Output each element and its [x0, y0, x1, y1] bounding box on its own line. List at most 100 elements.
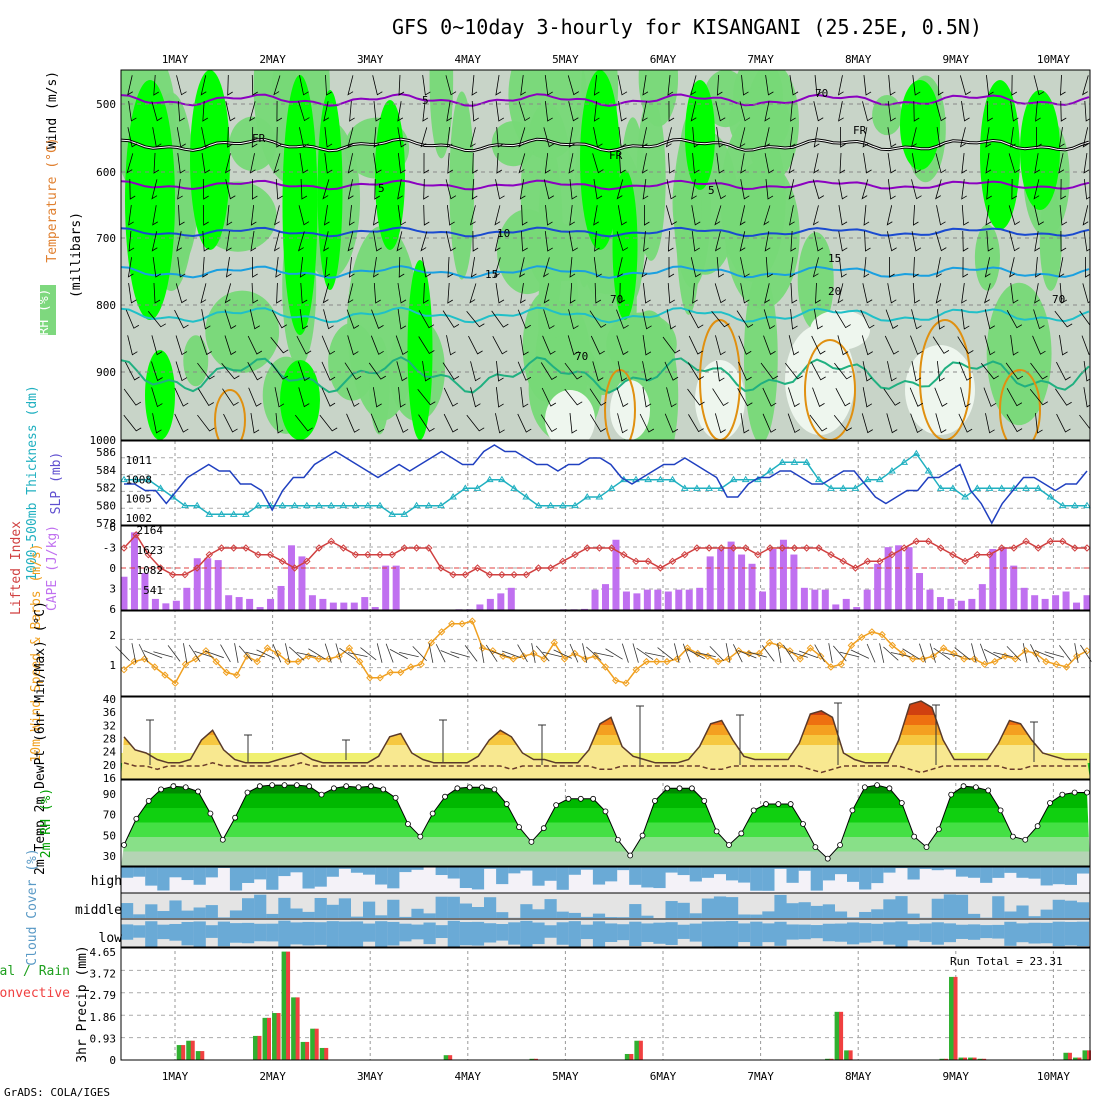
- low-cloud-bar: [750, 921, 763, 947]
- ylabel-cloud: Cloud Cover (%): [25, 848, 40, 965]
- lifted-index-point: [778, 544, 786, 552]
- upper-wind-barb: [985, 153, 992, 174]
- ylabel-thickness: 1000-500mb Thickness (dm): [25, 385, 40, 581]
- rh-point: [824, 855, 831, 862]
- lifted-index-point: [997, 544, 1006, 552]
- upper-wind-barb: [688, 310, 704, 329]
- thickness-point: [693, 484, 701, 491]
- low-cloud-bar: [145, 921, 158, 948]
- low-cloud-bar: [1064, 921, 1077, 946]
- surface-wind-barb: [288, 646, 305, 661]
- instability-contour: [804, 339, 856, 440]
- middle-cloud-bar: [738, 914, 751, 918]
- upper-wind-barb: [1030, 362, 1048, 380]
- upper-wind-barb: [152, 413, 162, 434]
- low-cloud-bar: [871, 923, 884, 942]
- upper-wind-barb: [935, 283, 942, 304]
- upper-wind-barb: [1054, 310, 1073, 328]
- low-cloud-bar: [738, 923, 751, 943]
- upper-wind-barb: [910, 413, 923, 434]
- cape-bar: [643, 589, 651, 610]
- rh-mid-blob: [638, 70, 679, 127]
- upper-wind-barb: [466, 311, 485, 328]
- panel-frame-precip: [120, 947, 1091, 1061]
- upper-wind-barb: [346, 309, 360, 329]
- cape-bar: [853, 607, 861, 610]
- cape-bar: [507, 587, 515, 610]
- isotherm-line: [121, 356, 1090, 394]
- surface-wind-barb: [238, 645, 253, 662]
- upper-wind-barb: [151, 361, 163, 382]
- lifted-index-point: [644, 557, 652, 566]
- upper-wind-barb: [762, 387, 777, 407]
- upper-wind-barb: [593, 101, 600, 122]
- upper-wind-barb: [564, 388, 583, 406]
- upper-wind-barb: [1034, 231, 1041, 252]
- low-cloud-bar: [423, 922, 436, 945]
- x-tick-bottom-10MAY: 10MAY: [1037, 1070, 1070, 1083]
- middle-cloud-bar: [181, 910, 194, 918]
- upper-wind-barb: [325, 74, 332, 96]
- upper-wind-barb: [884, 335, 899, 355]
- middle-cloud-bar: [338, 898, 351, 918]
- middle-cloud-bar: [411, 908, 424, 918]
- upper-wind-barb: [347, 127, 354, 148]
- upper-wind-barb: [177, 257, 186, 278]
- wind10m-point: [376, 674, 384, 682]
- x-tick-bottom-2MAY: 2MAY: [259, 1070, 286, 1083]
- precip-total-bar: [834, 1011, 840, 1060]
- upper-wind-barb: [862, 283, 873, 304]
- middle-cloud-bar: [544, 899, 557, 918]
- low-cloud-bar: [617, 924, 630, 941]
- middle-cloud-bar: [847, 917, 860, 918]
- wind10m-point: [325, 655, 333, 663]
- surface-wind-barb: [138, 644, 149, 663]
- thickness-point: [327, 501, 336, 509]
- high-cloud-bar: [387, 867, 400, 889]
- middle-cloud-bar: [895, 896, 908, 918]
- low-cloud-bar: [1040, 922, 1053, 944]
- upper-wind-barb: [471, 178, 478, 200]
- low-cloud-bar: [847, 922, 860, 945]
- middle-cloud-bar: [931, 898, 944, 918]
- upper-wind-barb: [420, 231, 428, 252]
- surface-wind-barb: [1030, 644, 1040, 663]
- upper-wind-barb: [985, 205, 992, 226]
- wind10m-point: [212, 657, 220, 666]
- upper-wind-barb: [1059, 205, 1068, 226]
- upper-wind-barb: [984, 257, 991, 278]
- wind10m-point: [827, 663, 835, 671]
- thickness-point: [1070, 501, 1079, 509]
- surface-wind-barb: [569, 643, 579, 663]
- upper-wind-barb: [568, 231, 578, 252]
- upper-wind-barb: [197, 414, 215, 432]
- middle-cloud-bar: [726, 897, 739, 918]
- rh-point: [491, 786, 498, 793]
- wind10m-point: [1011, 655, 1019, 663]
- rh-legend-swatch: [40, 285, 56, 335]
- thickness-point: [729, 475, 738, 483]
- low-cloud-bar: [350, 921, 364, 947]
- cape-bar: [999, 547, 1007, 610]
- high-cloud-bar: [641, 867, 654, 888]
- upper-wind-barb: [934, 387, 948, 407]
- rh-point: [935, 826, 942, 833]
- thickness-point: [961, 493, 969, 500]
- thickness-tick-584: 584: [96, 464, 116, 477]
- upper-wind-barb: [813, 127, 820, 148]
- wind10m-line: [123, 620, 1088, 685]
- high-cloud-bar: [496, 867, 509, 885]
- upper-wind-barb: [519, 257, 525, 278]
- lifted-index-point: [388, 550, 396, 559]
- lifted-index-point: [937, 544, 945, 552]
- upper-wind-barb: [248, 387, 262, 407]
- upper-wind-barb: [344, 362, 362, 380]
- wind10m-point: [980, 660, 989, 669]
- low-cloud-bar: [605, 923, 618, 942]
- rh-point: [232, 814, 239, 821]
- upper-wind-barb: [1006, 310, 1023, 329]
- upper-wind-barb: [887, 179, 896, 200]
- upper-wind-barb: [1032, 335, 1046, 355]
- high-cloud-bar: [859, 867, 872, 890]
- isotherm-line: [121, 93, 1090, 107]
